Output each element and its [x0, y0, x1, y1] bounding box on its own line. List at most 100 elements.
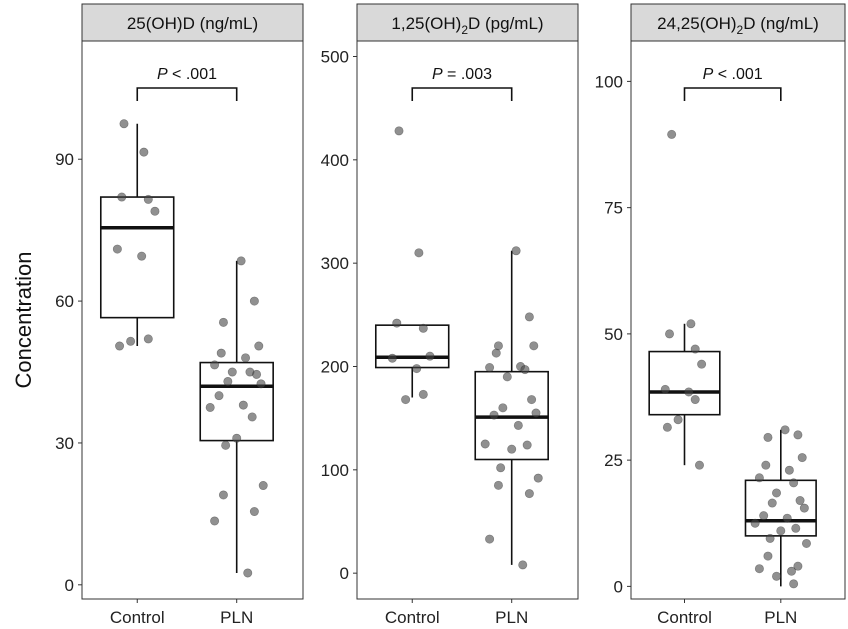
data-point	[690, 344, 700, 354]
panel-title: 24,25(OH)2D (ng/mL)	[657, 14, 819, 37]
data-point	[667, 129, 677, 139]
data-point	[793, 561, 803, 571]
data-point	[112, 244, 122, 254]
data-point	[249, 296, 259, 306]
data-point	[791, 523, 801, 533]
panel-title: 1,25(OH)2D (pg/mL)	[391, 14, 543, 37]
data-point	[750, 518, 760, 528]
data-point	[767, 498, 777, 508]
data-point	[485, 534, 495, 544]
data-point	[761, 460, 771, 470]
p-value-label: P < .001	[703, 66, 763, 83]
data-point	[498, 403, 508, 413]
y-tick-label: 400	[321, 151, 349, 170]
data-point	[491, 348, 501, 358]
data-point	[210, 360, 220, 370]
data-point	[502, 372, 512, 382]
data-point	[690, 395, 700, 405]
y-tick-label: 50	[604, 325, 623, 344]
panel-title-subscript: 2	[737, 23, 744, 37]
x-tick-label: PLN	[220, 608, 253, 627]
data-point	[786, 566, 796, 576]
data-point	[139, 147, 149, 157]
y-tick-label: 60	[55, 292, 74, 311]
panel-title-part: D (ng/mL)	[743, 14, 819, 33]
data-point	[507, 444, 517, 454]
panel-title-part: D (pg/mL)	[468, 14, 544, 33]
p-value-letter: P	[157, 66, 168, 83]
data-point	[232, 433, 242, 443]
data-point	[205, 402, 215, 412]
panel-title-part: 24,25(OH)	[657, 14, 736, 33]
data-point	[489, 410, 499, 420]
data-point	[513, 420, 523, 430]
y-tick-label: 0	[65, 576, 74, 595]
data-point	[243, 568, 253, 578]
data-point	[480, 439, 490, 449]
panel-title-subscript: 2	[461, 23, 468, 37]
data-point	[218, 317, 228, 327]
significance-bracket	[683, 87, 782, 101]
data-point	[772, 571, 782, 581]
data-point	[780, 425, 790, 435]
data-point	[210, 516, 220, 526]
data-point	[527, 395, 537, 405]
data-point	[143, 334, 153, 344]
data-point	[793, 430, 803, 440]
data-point	[529, 341, 539, 351]
data-point	[665, 329, 675, 339]
y-tick-label: 500	[321, 48, 349, 67]
data-point	[660, 384, 670, 394]
plot-area	[356, 40, 579, 600]
data-point	[520, 365, 530, 375]
p-value-text: < .001	[168, 66, 217, 83]
data-point	[221, 440, 231, 450]
p-value-letter: P	[432, 66, 443, 83]
box-control	[374, 324, 450, 369]
data-point	[795, 496, 805, 506]
data-point	[412, 364, 422, 374]
data-point	[247, 412, 257, 422]
box-control	[648, 350, 721, 416]
y-tick-label: 0	[340, 564, 349, 583]
data-point	[763, 432, 773, 442]
panels: 25(OH)D (ng/mL) 0 30 60 90 Control PLN P < .001…	[55, 3, 846, 627]
data-point	[119, 119, 129, 129]
box-control	[99, 196, 175, 319]
data-point	[673, 415, 683, 425]
y-tick-label: 30	[55, 434, 74, 453]
data-point	[387, 353, 397, 363]
data-point	[522, 440, 532, 450]
data-point	[256, 379, 266, 389]
data-point	[697, 359, 707, 369]
data-point	[414, 248, 424, 258]
data-point	[531, 408, 541, 418]
data-point	[518, 560, 528, 570]
data-point	[797, 453, 807, 463]
data-point	[799, 503, 809, 513]
plot-area	[81, 40, 304, 600]
panel-title-part: 1,25(OH)	[391, 14, 461, 33]
data-point	[143, 194, 153, 204]
data-point	[394, 126, 404, 136]
data-point	[763, 551, 773, 561]
x-tick-label: PLN	[495, 608, 528, 627]
data-point	[772, 488, 782, 498]
data-point	[214, 391, 224, 401]
data-point	[784, 465, 794, 475]
data-point	[126, 336, 136, 346]
p-value-text: < .001	[713, 66, 762, 83]
data-point	[425, 351, 435, 361]
data-point	[223, 376, 233, 386]
data-point	[684, 387, 694, 397]
panel-2: 1,25(OH)2D (pg/mL) 0 100 200 300 400 500 Contro…	[321, 3, 579, 627]
x-tick-label: Control	[385, 608, 440, 627]
data-point	[227, 367, 237, 377]
data-point	[254, 341, 264, 351]
data-point	[249, 507, 259, 517]
p-value-label: P = .003	[432, 66, 492, 83]
data-point	[241, 353, 251, 363]
panel-title: 25(OH)D (ng/mL)	[127, 14, 258, 33]
y-tick-label: 0	[614, 577, 623, 596]
y-tick-label: 100	[595, 72, 623, 91]
